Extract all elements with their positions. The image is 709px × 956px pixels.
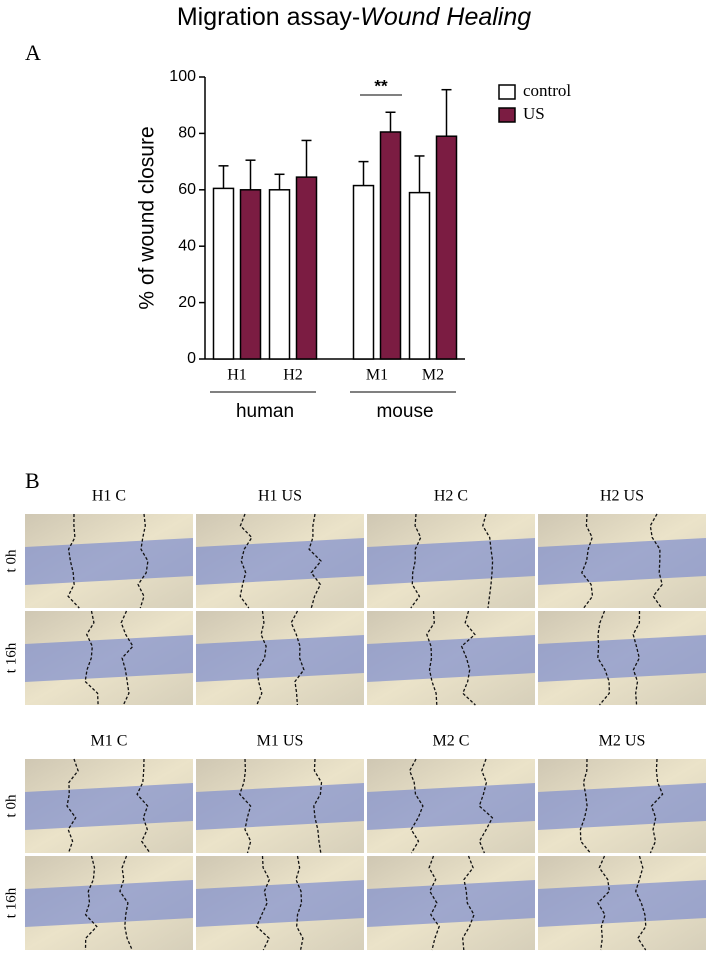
wound-edge (428, 855, 440, 951)
image-label: H2 US (600, 488, 644, 505)
wound-edge (579, 758, 591, 854)
wound-edge (581, 513, 594, 609)
wound-band (538, 880, 706, 927)
wound-edge (482, 513, 494, 609)
wound-edge (408, 758, 424, 854)
legend-swatch (498, 107, 516, 123)
y-tick-label: 100 (169, 68, 196, 85)
panel-label: B (25, 468, 40, 493)
y-tick-label: 80 (178, 125, 196, 142)
y-tick-label: 0 (187, 350, 196, 367)
wound-edge (239, 513, 253, 609)
x-tick-label: H2 (283, 367, 303, 384)
wound-band (196, 538, 364, 585)
wound-band (196, 783, 364, 830)
wound-band (367, 538, 535, 585)
panel-label: A (25, 40, 41, 65)
wound-edge (635, 855, 647, 951)
wound-edge (426, 610, 438, 706)
bar (352, 184, 375, 360)
y-tick-label: 60 (178, 181, 196, 198)
wound-edge (597, 610, 610, 706)
x-tick-label: M1 (366, 367, 388, 384)
row-label: t 0h (3, 794, 19, 817)
wound-edge (119, 855, 133, 951)
wound-edge (84, 610, 99, 706)
wound-band (367, 880, 535, 927)
wound-band (538, 538, 706, 585)
image-label: H2 C (434, 488, 468, 505)
wound-edge (66, 758, 79, 854)
image-label: M1 US (257, 733, 304, 750)
wound-band (25, 880, 193, 927)
wound-band (196, 880, 364, 927)
x-tick-label: M2 (422, 367, 444, 384)
image-label: H1 US (258, 488, 302, 505)
wound-edge (295, 855, 304, 951)
bar (239, 189, 262, 360)
row-label: t 16h (3, 887, 19, 918)
bar (435, 135, 458, 360)
wound-edge (256, 610, 267, 706)
wound-edge (136, 758, 151, 854)
x-tick-label: H1 (227, 367, 247, 384)
row-label: t 0h (3, 549, 19, 572)
wound-edge (632, 610, 641, 706)
wound-band (196, 635, 364, 682)
group-label: human (236, 401, 294, 422)
wound-band (25, 635, 193, 682)
wound-edge (137, 513, 149, 609)
y-tick-label: 20 (178, 294, 196, 311)
wound-edge (478, 758, 494, 854)
wound-edge (597, 855, 611, 951)
wound-edge (649, 513, 663, 609)
bar (295, 176, 318, 360)
figure-title: Migration assay-Wound Healing (177, 3, 531, 31)
image-label: M2 C (433, 733, 470, 750)
legend-label: US (523, 104, 545, 123)
wound-band (538, 783, 706, 830)
wound-band (538, 635, 706, 682)
wound-band (25, 783, 193, 830)
wound-band (25, 538, 193, 585)
legend-label: control (523, 81, 571, 100)
bar (268, 189, 291, 360)
wound-edge (460, 610, 476, 706)
bar (212, 187, 235, 360)
title-part: Migration assay- (177, 3, 360, 31)
image-label: H1 C (92, 488, 126, 505)
wound-edge (84, 855, 98, 951)
wound-edge (313, 758, 323, 854)
wound-edge (410, 513, 422, 609)
y-tick-label: 40 (178, 237, 196, 254)
wound-band (367, 635, 535, 682)
image-label: M1 C (91, 733, 128, 750)
wound-edge (290, 610, 305, 706)
wound-band (367, 783, 535, 830)
group-label: mouse (376, 401, 433, 422)
significance-label: ** (374, 76, 388, 95)
wound-edge (462, 855, 475, 951)
row-label: t 16h (3, 642, 19, 673)
wound-edge (238, 758, 252, 854)
wound-edge (120, 610, 134, 706)
wound-edge (649, 758, 664, 854)
image-label: M2 US (599, 733, 646, 750)
y-axis-label: % of wound closure (136, 126, 159, 309)
legend-swatch (498, 84, 516, 100)
title-part: Wound Healing (360, 3, 531, 31)
wound-edge (255, 855, 271, 951)
wound-edge (67, 513, 80, 609)
bar (379, 131, 402, 360)
bar (408, 191, 431, 360)
wound-edge (308, 513, 322, 609)
